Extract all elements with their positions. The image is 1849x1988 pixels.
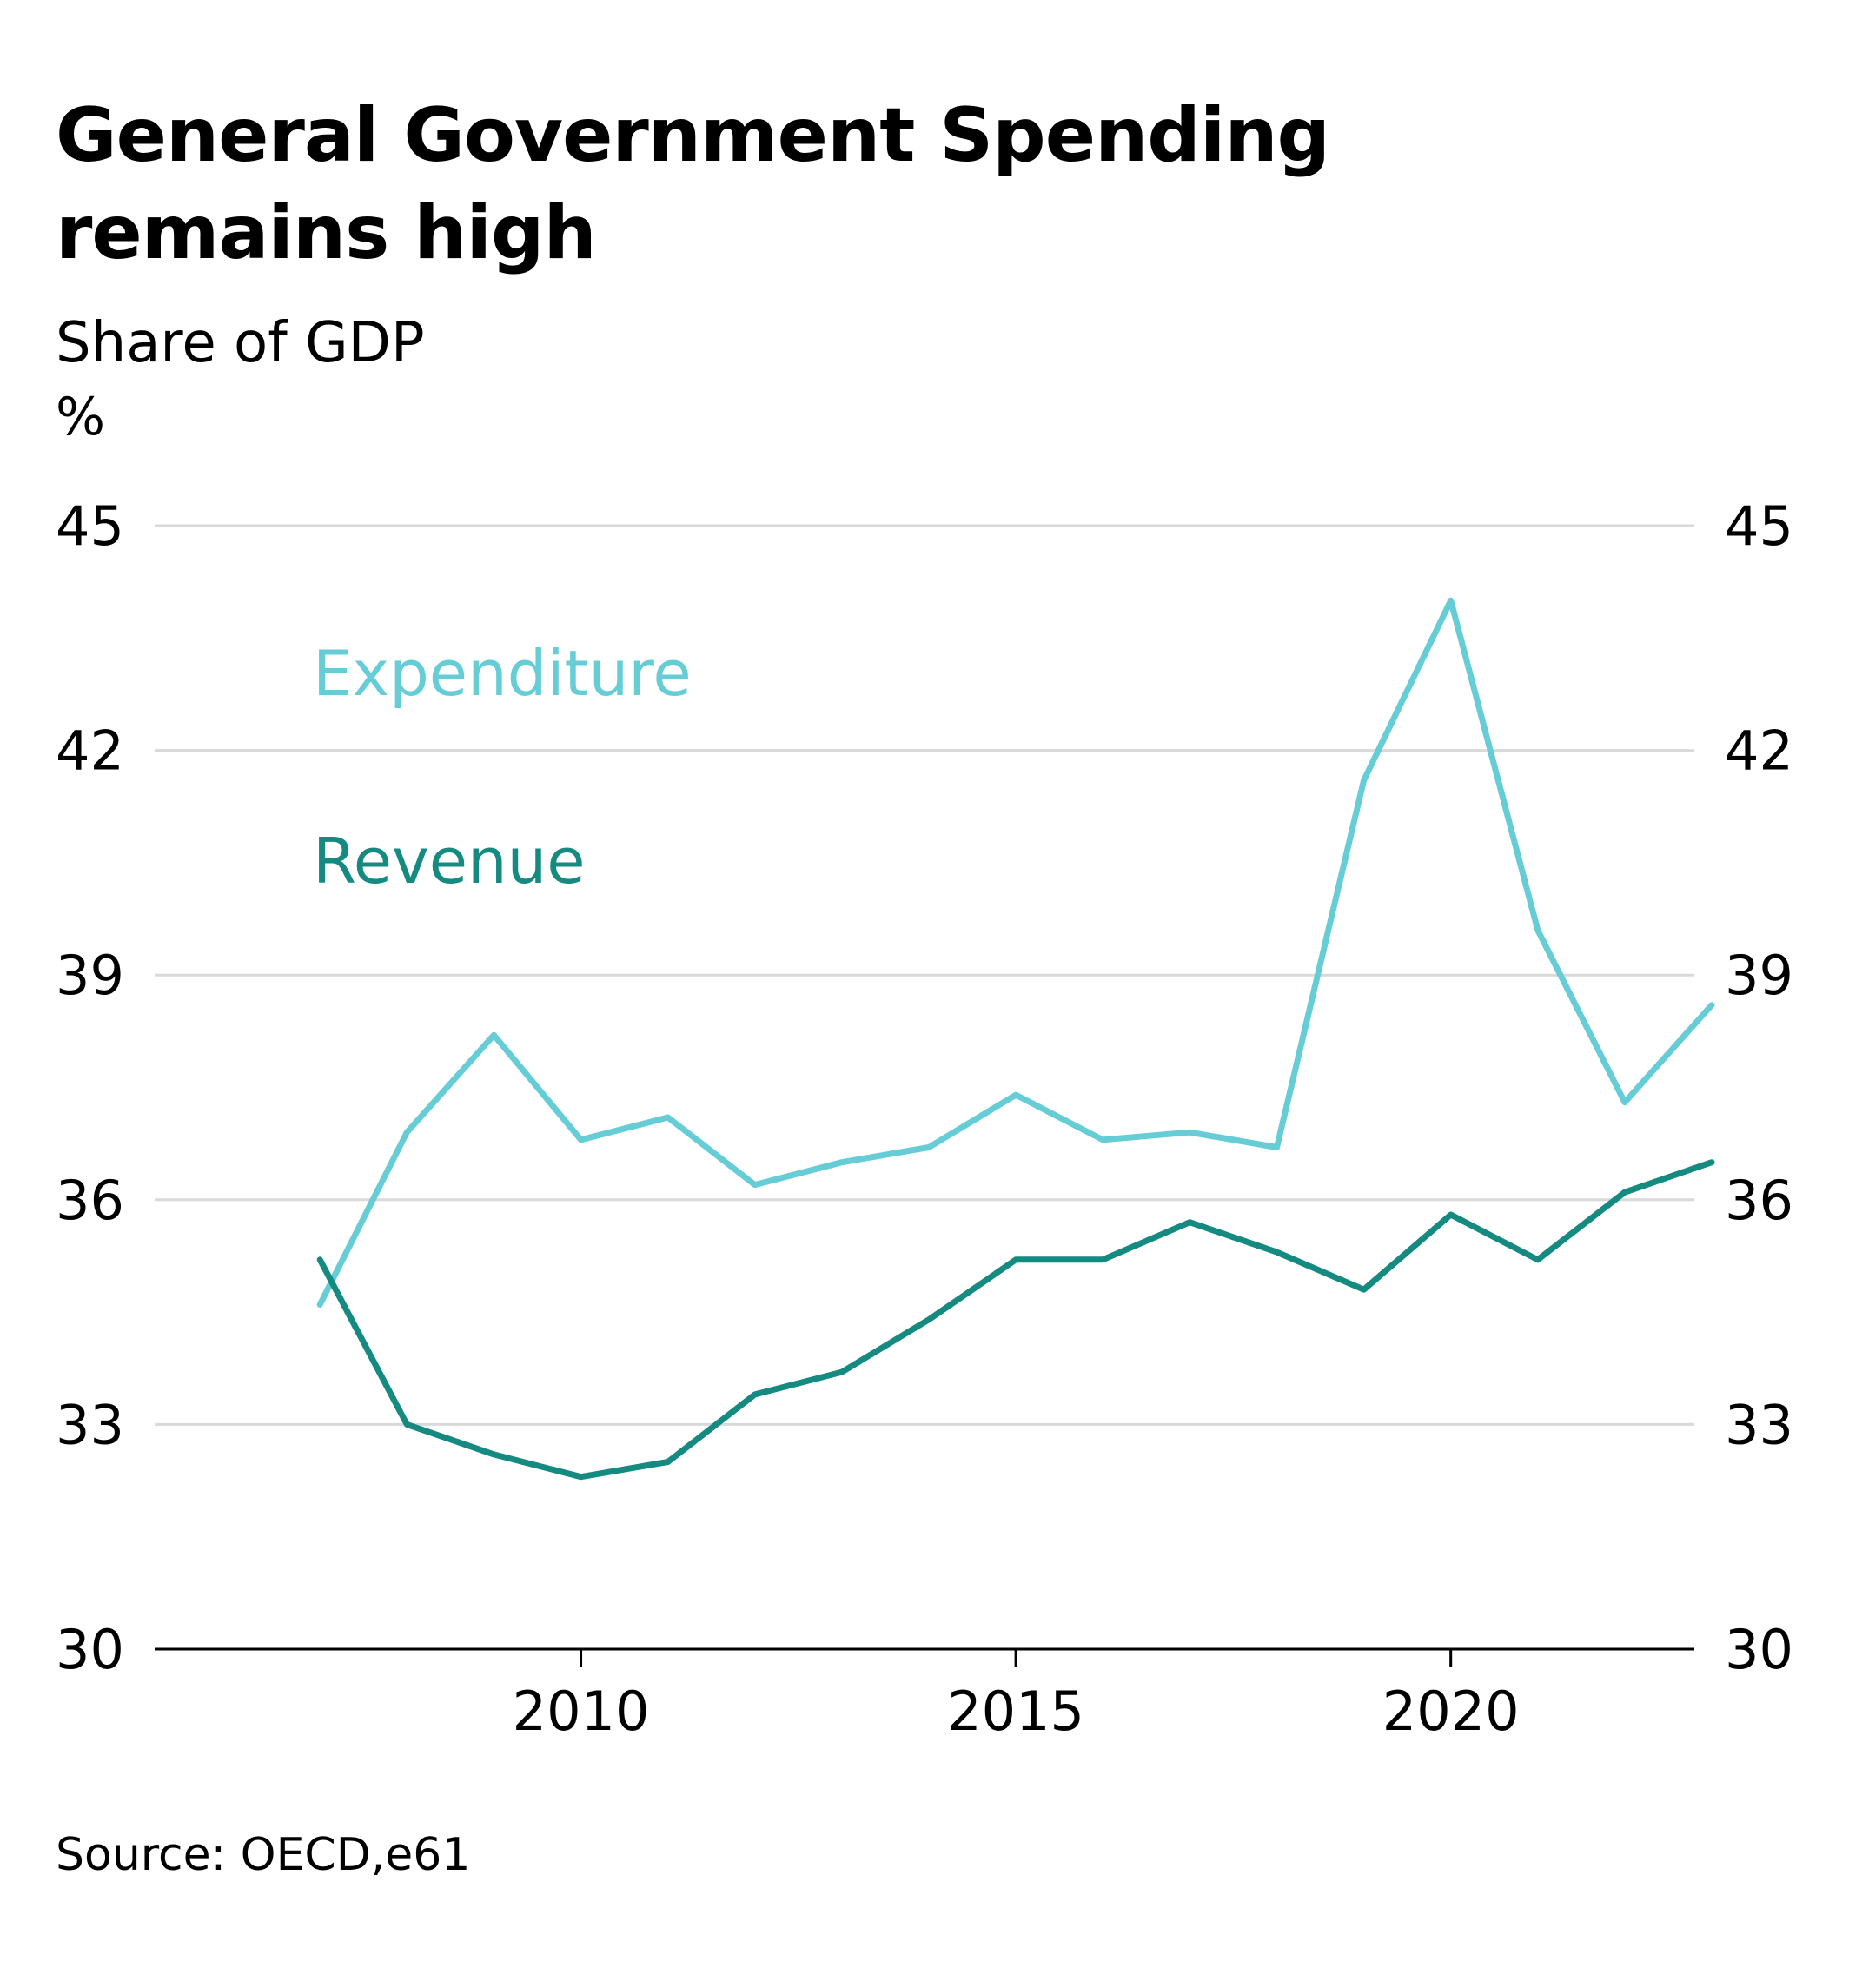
y-tick-label-left: 36 [56,1169,124,1232]
series-lines [316,597,1715,1481]
y-tick-label-right: 36 [1725,1169,1793,1232]
chart-title: General Government Spending remains high [56,92,1330,276]
y-tick-label-left: 42 [56,719,124,783]
y-tick-label-left: 39 [56,944,124,1007]
y-tick-label-right: 45 [1725,494,1793,558]
y-tick-label-right: 39 [1725,944,1793,1007]
x-tick-label: 2020 [1382,1680,1520,1743]
chart-subtitle: Share of GDP [56,311,425,375]
y-tick-label-left: 30 [56,1618,124,1681]
x-tick-label: 2010 [513,1680,650,1743]
y-tick-label-left: 33 [56,1393,124,1456]
y-axis-right-ticks: 30 33 36 39 42 45 [1725,494,1793,1681]
series-line-revenue [316,1159,1715,1481]
y-tick-label-right: 30 [1725,1618,1793,1681]
y-axis-left-ticks: 30 33 36 39 42 45 [56,494,124,1681]
y-tick-label-right: 42 [1725,719,1793,783]
series-label-revenue: Revenue [313,825,586,898]
series-line-expenditure [316,597,1715,1308]
y-tick-label-left: 45 [56,494,124,558]
y-axis-unit: % [56,387,106,447]
series-labels: Expenditure Revenue [313,637,692,898]
y-tick-label-right: 33 [1725,1393,1793,1456]
x-axis: 2010 2015 2020 [155,1647,1694,1743]
x-tick-label: 2015 [947,1680,1084,1743]
series-label-expenditure: Expenditure [313,637,692,710]
source-note: Source: OECD,e61 [56,1829,471,1881]
gridlines [155,524,1694,1426]
